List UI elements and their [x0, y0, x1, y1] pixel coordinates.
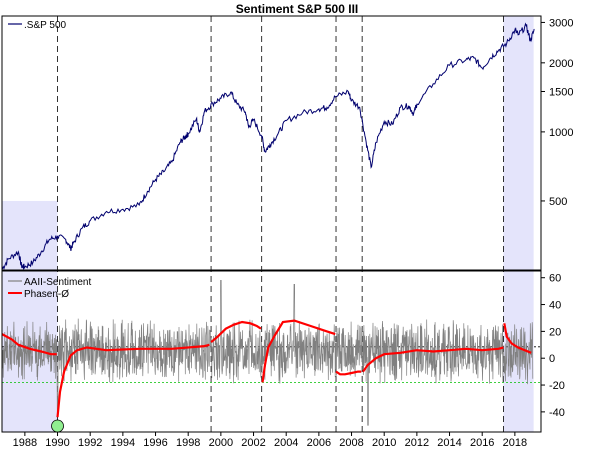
top-y-tick-label-1: 1000	[549, 127, 573, 139]
bottom-y-tick-label-4: 40	[549, 300, 561, 312]
chart-title: Sentiment S&P 500 III	[236, 2, 359, 16]
phasen-line-segment-3	[261, 319, 336, 383]
x-tick-label-14: 2016	[470, 437, 494, 449]
shaded-region-0	[2, 200, 58, 270]
x-tick-label-4: 1996	[143, 437, 167, 449]
signal-marker-circle-0	[51, 419, 64, 433]
top-panel-frame	[1, 15, 542, 271]
x-tick-label-8: 2004	[274, 437, 298, 449]
x-tick-label-12: 2012	[405, 437, 429, 449]
bottom-y-tick-label-2: 0	[549, 353, 555, 365]
x-tick-label-10: 2008	[339, 437, 363, 449]
top-y-tick-label-4: 3000	[549, 17, 573, 29]
x-tick-label-1: 1990	[45, 437, 69, 449]
x-tick-label-5: 1998	[176, 437, 200, 449]
top-y-tick-label-0: 500	[549, 196, 567, 208]
legend-label-phasen: Phasen-Ø	[24, 289, 69, 300]
bottom-y-tick-label-1: -20	[549, 380, 565, 392]
bottom-y-tick-label-5: 60	[549, 273, 561, 285]
x-tick-label-11: 2010	[372, 437, 396, 449]
phasen-line-segment-0	[1, 333, 57, 356]
x-tick-label-2: 1992	[78, 437, 102, 449]
bottom-y-tick-label-0: -40	[549, 407, 565, 419]
legend-label-aaii: AAII-Sentiment	[24, 277, 91, 288]
x-tick-label-9: 2006	[307, 437, 331, 449]
x-tick-label-15: 2018	[503, 437, 527, 449]
x-tick-label-13: 2014	[437, 437, 461, 449]
phasen-line-segment-1	[56, 343, 210, 418]
phasen-line-segment-6	[503, 323, 532, 354]
x-tick-label-3: 1994	[111, 437, 135, 449]
top-y-tick-label-2: 1500	[549, 86, 573, 98]
x-tick-label-0: 1988	[13, 437, 37, 449]
sp500-line	[1, 22, 535, 271]
phasen-line-segment-2	[210, 320, 262, 343]
bottom-panel-frame	[1, 270, 542, 433]
shaded-region-1	[503, 16, 534, 270]
phasen-line-segment-4	[335, 370, 362, 376]
top-y-tick-label-3: 2000	[549, 58, 573, 70]
x-tick-label-7: 2002	[241, 437, 265, 449]
x-tick-label-6: 2000	[209, 437, 233, 449]
phasen-line-segment-5	[362, 346, 504, 373]
legend-label-sp500: .S&P 500	[24, 20, 67, 31]
bottom-y-tick-label-3: 20	[549, 326, 561, 338]
